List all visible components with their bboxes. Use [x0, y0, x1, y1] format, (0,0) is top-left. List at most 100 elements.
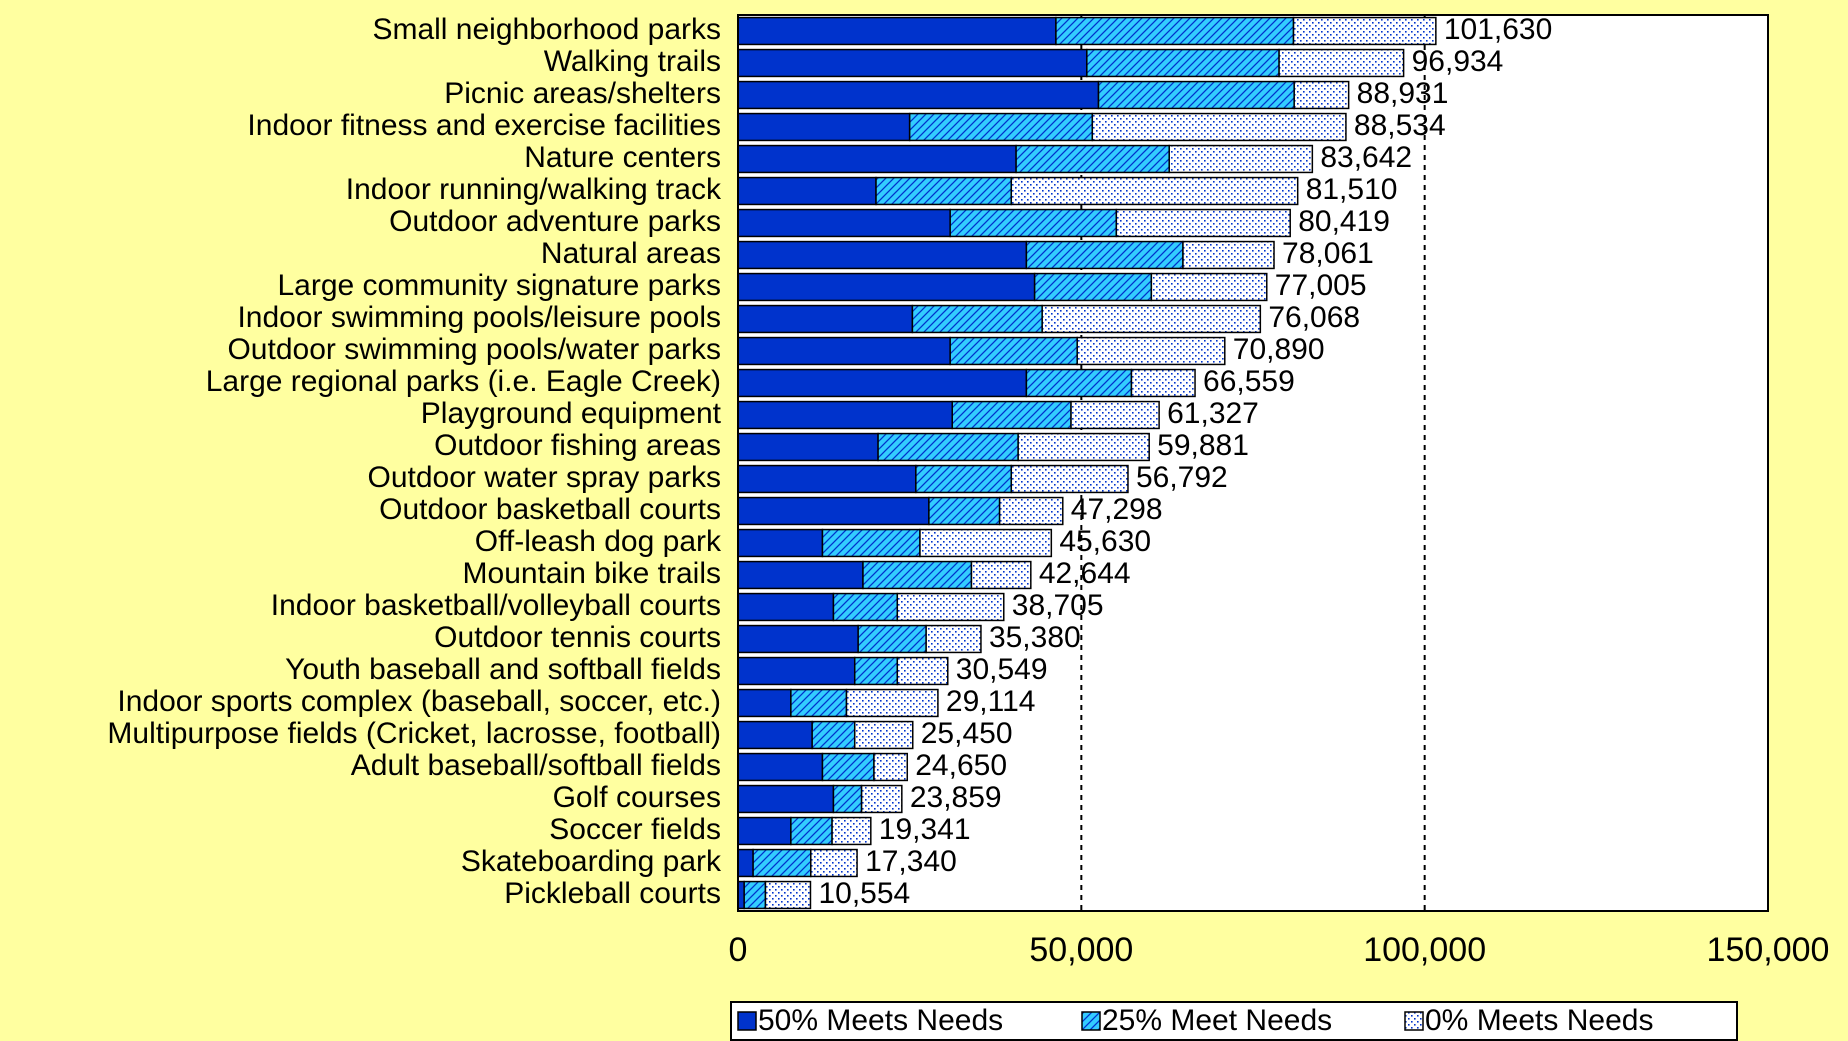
- bar-segment: [1070, 400, 1160, 430]
- bar-segment: [832, 784, 863, 814]
- bar-segment: [737, 816, 792, 846]
- y-tick-label: Indoor swimming pools/leisure pools: [237, 301, 721, 334]
- y-tick-label: Soccer fields: [549, 813, 721, 846]
- y-tick-label: Outdoor adventure parks: [389, 205, 721, 238]
- bar-segment: [810, 848, 858, 878]
- bar-segment: [737, 112, 911, 142]
- bar-segment: [737, 80, 1100, 110]
- total-label: 59,881: [1157, 429, 1249, 462]
- total-label: 76,068: [1268, 301, 1360, 334]
- bar-segment: [737, 752, 824, 782]
- y-tick-label: Nature centers: [524, 141, 721, 174]
- total-label: 61,327: [1167, 397, 1259, 430]
- y-tick-label: Picnic areas/shelters: [444, 77, 721, 110]
- total-label: 45,630: [1059, 525, 1151, 558]
- y-tick-label: Natural areas: [541, 237, 721, 270]
- bar-segment: [1278, 48, 1405, 78]
- bar-segment: [1025, 368, 1133, 398]
- total-label: 29,114: [946, 685, 1036, 718]
- plot-border: [737, 14, 1769, 912]
- bar-segment: [737, 688, 792, 718]
- y-tick-label: Walking trails: [544, 45, 721, 78]
- bar-segment: [1076, 336, 1226, 366]
- bar-segment: [1130, 368, 1196, 398]
- bar-segment: [1091, 112, 1347, 142]
- bar-segment: [831, 816, 872, 846]
- y-tick-label: Outdoor basketball courts: [379, 493, 721, 526]
- x-tick-label: 50,000: [1029, 931, 1133, 969]
- bar-segment: [737, 240, 1028, 270]
- bar-segment: [737, 624, 859, 654]
- total-label: 88,534: [1354, 109, 1446, 142]
- bar-segment: [1115, 208, 1291, 238]
- bar-segment: [811, 720, 856, 750]
- bar-segment: [857, 624, 927, 654]
- y-tick-label: Outdoor fishing areas: [434, 429, 721, 462]
- x-tick-label: 100,000: [1363, 931, 1486, 969]
- total-label: 81,510: [1306, 173, 1398, 206]
- legend-label: 25% Meet Needs: [1102, 1004, 1332, 1037]
- bar-segment: [737, 848, 754, 878]
- bar-segment: [821, 528, 921, 558]
- total-label: 30,549: [956, 653, 1048, 686]
- bar-segment: [737, 272, 1036, 302]
- legend-swatch: [737, 1011, 757, 1031]
- total-label: 38,705: [1012, 589, 1104, 622]
- x-tick-label: 150,000: [1707, 931, 1830, 969]
- bar-segment: [737, 656, 856, 686]
- y-tick-label: Indoor running/walking track: [346, 173, 722, 206]
- bar-segment: [853, 720, 914, 750]
- bar-segment: [919, 528, 1053, 558]
- bar-segment: [1017, 432, 1150, 462]
- y-tick-label: Outdoor tennis courts: [434, 621, 721, 654]
- total-label: 88,931: [1357, 77, 1449, 110]
- y-tick-label: Indoor basketball/volleyball courts: [271, 589, 721, 622]
- bar-segment: [1293, 80, 1350, 110]
- bar-segment: [737, 304, 914, 334]
- total-label: 35,380: [989, 621, 1081, 654]
- total-label: 25,450: [921, 717, 1013, 750]
- bar-segment: [998, 496, 1064, 526]
- total-label: 23,859: [910, 781, 1002, 814]
- total-label: 10,554: [818, 877, 910, 910]
- total-label: 101,630: [1444, 13, 1552, 46]
- bar-segment: [1010, 464, 1129, 494]
- bar-segment: [853, 656, 899, 686]
- legend-label: 0% Meets Needs: [1425, 1004, 1653, 1037]
- legend-swatch: [1081, 1011, 1101, 1031]
- bar-segment: [737, 400, 953, 430]
- bar-segment: [737, 528, 824, 558]
- bar-segment: [911, 304, 1043, 334]
- y-tick-label: Mountain bike trails: [463, 557, 721, 590]
- bar-segment: [862, 560, 973, 590]
- bar-segment: [860, 784, 903, 814]
- bar-segment: [790, 816, 833, 846]
- bar-segment: [737, 16, 1057, 46]
- bar-segment: [737, 560, 864, 590]
- y-tick-label: Outdoor water spray parks: [368, 461, 721, 494]
- bar-segment: [1015, 144, 1170, 174]
- bar-segment: [737, 48, 1088, 78]
- y-tick-label: Adult baseball/softball fields: [351, 749, 721, 782]
- y-tick-label: Skateboarding park: [461, 845, 722, 878]
- bar-segment: [1010, 176, 1299, 206]
- y-tick-label: Multipurpose fields (Cricket, lacrosse, …: [107, 717, 721, 750]
- total-label: 56,792: [1136, 461, 1228, 494]
- bar-segment: [873, 752, 909, 782]
- y-tick-label: Golf courses: [553, 781, 721, 814]
- y-tick-label: Off-leash dog park: [475, 525, 722, 558]
- y-tick-label: Large community signature parks: [277, 269, 721, 302]
- bar-segment: [743, 880, 767, 910]
- legend: [730, 1001, 1738, 1041]
- y-tick-label: Large regional parks (i.e. Eagle Creek): [206, 365, 721, 398]
- bar-segment: [949, 208, 1118, 238]
- bar-segment: [1033, 272, 1153, 302]
- bar-segment: [970, 560, 1032, 590]
- total-label: 42,644: [1039, 557, 1131, 590]
- bar-segment: [949, 336, 1078, 366]
- y-tick-label: Youth baseball and softball fields: [285, 653, 721, 686]
- total-label: 96,934: [1412, 45, 1504, 78]
- y-tick-label: Indoor fitness and exercise facilities: [247, 109, 721, 142]
